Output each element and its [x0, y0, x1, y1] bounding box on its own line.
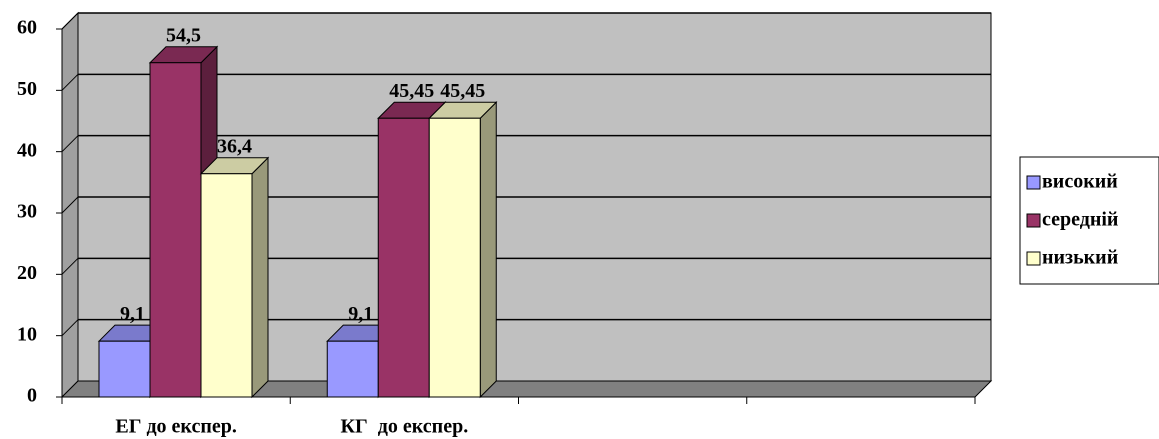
legend-label: низький: [1042, 247, 1118, 269]
legend-swatch: [1026, 175, 1041, 190]
legend: [1019, 156, 1159, 285]
data-label: 54,5: [166, 24, 201, 46]
bar: [326, 340, 379, 398]
bar: [200, 173, 253, 398]
data-label: 9,1: [120, 303, 145, 325]
y-tick-label: 40: [17, 139, 37, 161]
floor: [60, 380, 993, 398]
bar-side: [251, 156, 269, 399]
grid-line: [61, 12, 79, 30]
x-tick-label: КГ до експер.: [341, 416, 469, 438]
bar: [428, 117, 481, 398]
y-tick-label: 60: [17, 17, 37, 39]
y-tick-label: 0: [27, 385, 37, 407]
data-label: 45,45: [440, 80, 485, 102]
y-tick-label: 50: [17, 78, 37, 100]
legend-swatch: [1026, 251, 1041, 266]
legend-swatch: [1026, 213, 1041, 228]
grid-line: [61, 319, 79, 337]
x-tick-label: ЕГ до експер.: [115, 416, 236, 438]
grid-line: [61, 196, 79, 214]
data-label: 9,1: [348, 303, 373, 325]
grid-line: [61, 257, 79, 275]
bar: [98, 340, 151, 398]
y-tick-label: 20: [17, 262, 37, 284]
y-tick-label: 10: [17, 323, 37, 345]
grid-line: [61, 73, 79, 91]
bar: [149, 62, 202, 398]
y-tick-label: 30: [17, 201, 37, 223]
data-label: 36,4: [217, 135, 252, 157]
bar: [377, 117, 430, 398]
grid-line: [61, 135, 79, 153]
bar-side: [479, 101, 497, 399]
data-label: 45,45: [389, 80, 434, 102]
legend-label: високий: [1042, 171, 1118, 193]
legend-label: середній: [1042, 209, 1118, 231]
